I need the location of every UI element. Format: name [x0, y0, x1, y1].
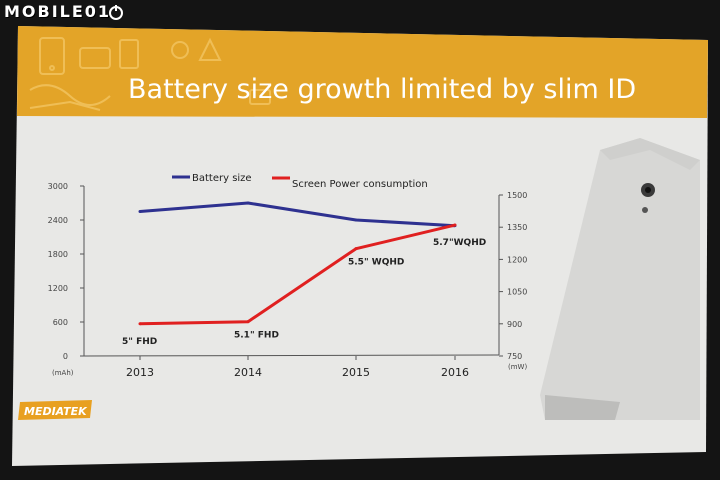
axis-tick-marks [80, 185, 503, 360]
y-right-tick-label: 1500 [507, 191, 527, 200]
y-left-tick-label: 2400 [48, 216, 68, 225]
x-tick-labels: 2013 2014 2015 2016 [126, 366, 469, 379]
legend: Battery size Screen Power consumption [172, 173, 428, 190]
y-right-tick-label: 1050 [507, 288, 527, 297]
battery-size-point [138, 210, 142, 213]
y-left-tick-label: 1800 [48, 250, 68, 259]
y-right-tick-labels: 750 900 1050 1200 1350 1500 [507, 191, 527, 361]
y-left-tick-label: 1200 [48, 284, 68, 293]
phone-doodle-icon [29, 37, 271, 111]
x-tick-label: 2016 [441, 366, 469, 379]
point-labels: 5" FHD 5.1" FHD 5.5" WQHD 5.7"WQHD [122, 238, 486, 347]
y-right-unit: (mW) [508, 363, 527, 371]
y-right-tick-label: 1350 [507, 223, 527, 232]
y-left-unit: (mAh) [52, 369, 74, 377]
x-axis [83, 354, 500, 357]
screen-power-point [354, 247, 358, 251]
slide-title: Battery size growth limited by slim ID [128, 74, 636, 105]
brand-text: MEDIATEK [24, 405, 88, 418]
screen-power-point [453, 223, 457, 227]
x-tick-label: 2013 [126, 366, 154, 379]
watermark-text: MOBILE01 [4, 2, 112, 21]
point-label: 5.1" FHD [234, 331, 279, 341]
battery-size-point [354, 218, 358, 222]
legend-label-screen: Screen Power consumption [292, 179, 428, 190]
point-label: 5" FHD [122, 337, 157, 347]
title-banner [17, 26, 708, 118]
y-left-tick-label: 0 [63, 352, 68, 361]
screen-power-point [138, 322, 142, 326]
phone-device-icon [540, 138, 700, 420]
y-left-tick-label: 3000 [48, 182, 68, 191]
battery-size-point [246, 201, 250, 205]
watermark-logo-icon [109, 5, 123, 20]
battery-size-line [139, 201, 456, 228]
mediatek-logo: MEDIATEK [18, 400, 92, 420]
x-tick-label: 2014 [234, 366, 262, 379]
y-left-tick-label: 600 [53, 318, 68, 327]
point-label: 5.7"WQHD [433, 238, 486, 248]
screen-power-point [246, 320, 250, 324]
x-tick-label: 2015 [342, 366, 370, 379]
series-lines [138, 201, 457, 326]
screen-power-line [139, 223, 456, 326]
y-right-tick-label: 900 [507, 320, 522, 329]
y-right-tick-label: 1200 [507, 255, 527, 264]
point-label: 5.5" WQHD [348, 258, 404, 268]
y-left-tick-labels: 0 600 1200 1800 2400 3000 [48, 182, 68, 361]
y-right-tick-label: 750 [507, 352, 522, 361]
legend-label-battery: Battery size [192, 173, 252, 184]
